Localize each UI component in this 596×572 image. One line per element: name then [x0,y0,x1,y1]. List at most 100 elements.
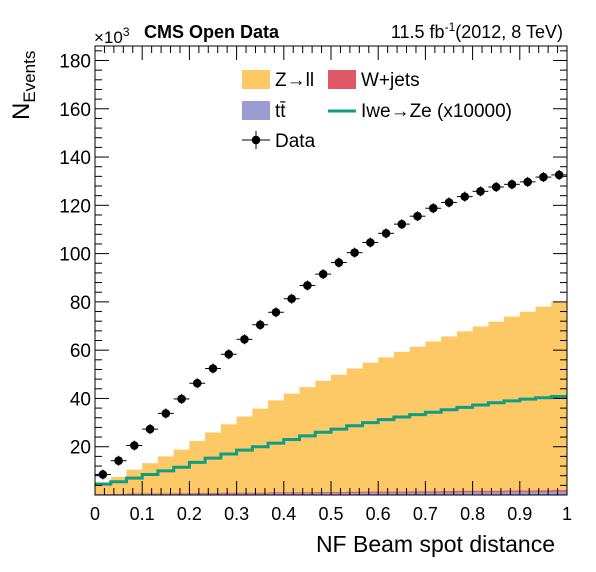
wjets-bar [205,492,222,494]
data-point [413,211,422,221]
wjets-bar [425,491,442,493]
zll-bar [220,424,237,493]
y-tick-label: 40 [70,389,91,410]
legend: Z→ll W+jets tt̄ Iwe→Ze (x10000) Data [242,70,512,152]
y-tick-label: 60 [70,341,91,362]
signal-line [95,395,567,486]
wjets-bar [362,491,379,493]
ttbar-bar [362,492,379,495]
ttbar-bar [504,492,521,495]
ttbar-bar [268,493,285,495]
data-point [177,394,186,404]
zll-bar [283,393,300,493]
y-tick-label: 100 [59,245,91,266]
lumi-power: -1 [445,20,456,34]
wjets-bar [236,492,253,494]
x-tick-label: 0.4 [271,504,296,524]
data-point [192,378,202,388]
data-point [271,307,281,317]
zll-legend-label: Z→ll [275,70,314,91]
data-point [507,180,517,189]
data-point [114,456,123,466]
zll-bar [315,380,332,492]
zll-bar [95,482,112,494]
wjets-bar [488,490,505,493]
wjets-bar [142,493,159,495]
ttbar-bar [441,492,458,495]
zll-bar [126,469,143,494]
x-tick-label: 0.1 [130,504,155,524]
ttbar-bar [173,493,190,495]
zll-bar [346,368,363,492]
ttbar-bar [205,493,222,495]
y-tick-label: 160 [59,100,91,121]
lumi-label: 11.5 fb-1(2012, 8 TeV) [391,20,563,42]
x-tick-label: 0.8 [460,504,485,524]
zll-bar [142,463,159,494]
wjets-bar [456,490,473,493]
wjets-bar [189,492,206,494]
x-tick-label: 0.7 [413,504,438,524]
data-point [554,170,564,180]
wjets-bar [315,491,332,494]
x-tick-label: 0.6 [366,504,391,524]
data-point [334,258,344,267]
data-legend-marker [251,135,261,145]
wjets-legend-label: W+jets [361,70,420,91]
zll-bar [189,440,206,493]
wjets-bar [220,492,237,494]
zll-bar [378,357,395,492]
ttbar-bar [315,493,332,495]
data-point [428,203,438,213]
wjets-bar [551,489,568,492]
zll-legend-swatch [242,70,270,89]
data-point [523,177,532,187]
wjets-bar [126,493,143,495]
ttbar-bar [456,492,473,495]
wjets-bar [504,490,521,493]
ttbar-legend-swatch [242,101,270,120]
zll-bar [236,416,253,493]
y-axis-label-main: N [8,103,35,120]
data-point [161,409,171,418]
zll-bar [488,321,505,491]
data-point [255,320,265,330]
wjets-bar [252,492,269,494]
data-point [491,182,501,192]
x-tick-label: 0.9 [507,504,532,524]
wjets-bar [535,490,552,493]
zll-bar [252,408,269,493]
wjets-bar [268,492,285,494]
zll-bar [393,351,411,492]
x-tick-label: 0.3 [224,504,249,524]
zll-bar [409,346,426,492]
y-tick-label: 140 [59,148,91,169]
data-point [98,470,108,479]
data-point [539,172,548,182]
x-tick-label: 0.2 [177,504,202,524]
wjets-bar [173,493,190,494]
y-tick-label: 180 [59,51,91,72]
data-point [130,441,139,450]
ttbar-bar [299,493,316,495]
zll-bar [205,432,222,493]
wjets-bar [378,491,395,493]
zll-bar [173,449,190,494]
experiment-label: CMS Open Data [144,22,280,42]
x-tick-label: 1 [562,504,572,524]
y-tick-label: 20 [70,438,91,459]
data-point [208,364,218,373]
data-point [145,424,155,434]
wjets-bar [472,490,489,493]
zll-bar [472,326,489,491]
wjets-bar [409,491,426,493]
zll-bar [519,311,536,491]
data-point [366,238,375,247]
data-point [303,281,312,290]
data-point [318,269,328,279]
wjets-bar [393,491,411,493]
data-point [224,349,234,359]
x-tick-label: 0.5 [318,504,343,524]
ttbar-legend-label: tt̄ [275,101,286,122]
